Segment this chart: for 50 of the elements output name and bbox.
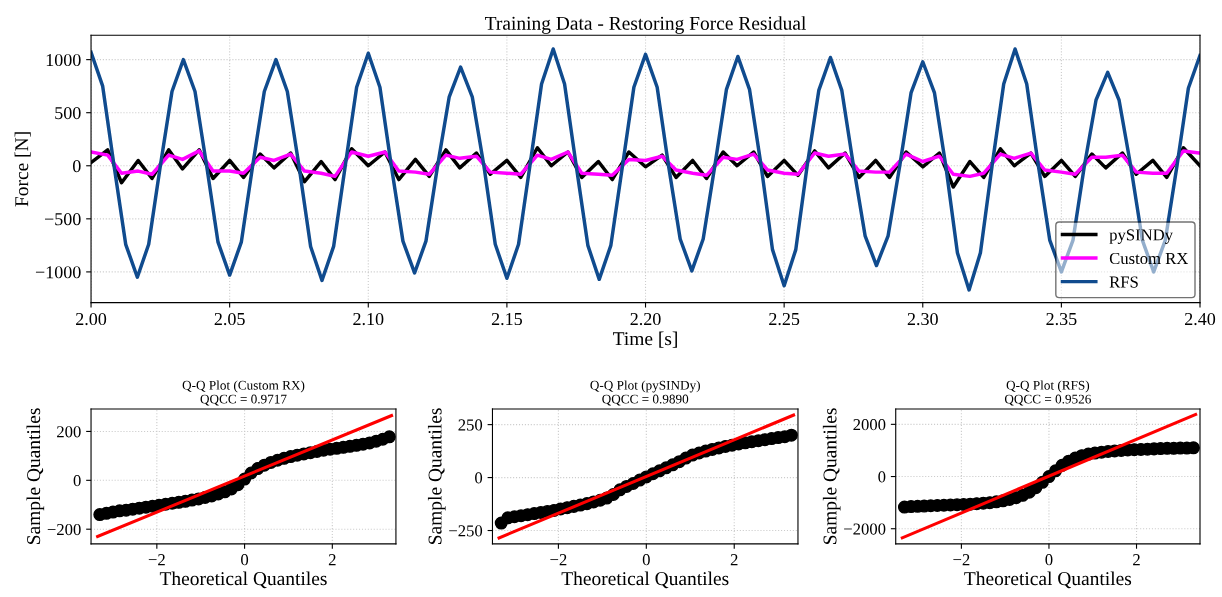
x-tick-label: 2 [730, 554, 738, 566]
y-tick-label: −200 [47, 523, 81, 536]
y-axis-title: Sample Quantiles [427, 408, 446, 544]
x-tick-label: 0 [1045, 554, 1053, 566]
chart-title: Q-Q Plot (pySINDy) QQCC = 0.9890 [590, 380, 700, 406]
x-tick-label: 2.35 [1046, 312, 1077, 326]
y-tick-label: 500 [55, 106, 81, 120]
x-tick-label: 2.00 [76, 312, 107, 326]
x-tick-label: 2.05 [214, 312, 245, 326]
x-tick-label: 2.40 [1185, 312, 1216, 326]
y-tick-label: 0 [73, 475, 81, 487]
x-tick-label: 2 [1133, 554, 1140, 566]
x-axis-title: Theoretical Quantiles [159, 571, 327, 589]
x-tick-label: 2.10 [353, 312, 384, 326]
chart-title: Training Data - Restoring Force Residual [485, 16, 806, 34]
x-tick-label: 2.30 [907, 312, 938, 326]
y-tick-label: 0 [475, 472, 483, 484]
y-tick-label: −2000 [844, 523, 886, 535]
legend-label: pySINDy [1109, 229, 1173, 244]
x-tick-label: 2.20 [630, 312, 661, 326]
x-tick-label: 2 [328, 554, 336, 566]
legend-label: RFS [1109, 276, 1138, 288]
line-series [91, 47, 1200, 292]
x-tick-label: −2 [148, 554, 165, 566]
x-tick-label: 0 [241, 554, 249, 566]
y-tick-label: 0 [878, 471, 886, 483]
x-axis-title: Time [s] [613, 331, 677, 348]
x-axis-title: Theoretical Quantiles [964, 571, 1132, 589]
x-axis-title: Theoretical Quantiles [561, 571, 729, 589]
y-tick-label: 200 [57, 426, 81, 438]
point [784, 428, 798, 442]
x-tick-label: −2 [550, 554, 567, 566]
point [382, 430, 396, 444]
y-tick-label: −1000 [35, 266, 81, 279]
x-tick-label: 2.15 [491, 312, 522, 326]
legend-label: Custom RX [1109, 252, 1189, 265]
y-axis-title: Sample Quantiles [26, 408, 45, 544]
y-tick-label: 2000 [853, 419, 886, 431]
y-axis-title: Force [N] [14, 132, 31, 207]
y-tick-label: −250 [449, 525, 483, 537]
y-axis-title: Sample Quantiles [822, 408, 841, 544]
chart-title: Q-Q Plot (Custom RX) QQCC = 0.9717 [182, 380, 305, 406]
x-tick-label: −2 [953, 554, 970, 566]
y-tick-label: 1000 [46, 53, 81, 67]
chart-title: Q-Q Plot (RFS) QQCC = 0.9526 [1004, 380, 1091, 406]
y-tick-label: 250 [458, 419, 483, 431]
x-tick-label: 0 [642, 554, 650, 566]
x-tick-label: 2.25 [769, 312, 800, 326]
y-tick-label: −500 [44, 213, 81, 226]
y-tick-label: 0 [72, 160, 81, 173]
